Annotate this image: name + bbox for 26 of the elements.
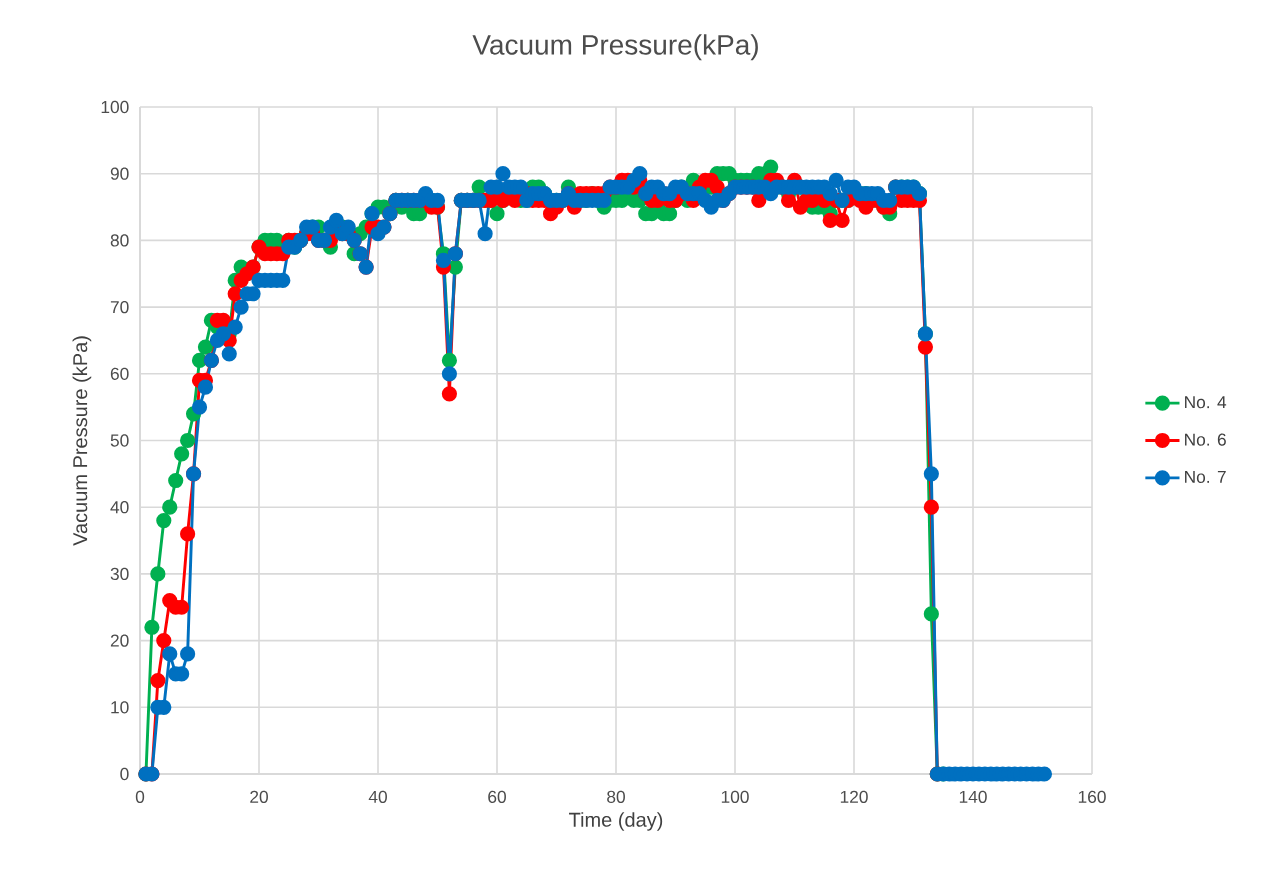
y-tick-label: 50 bbox=[110, 434, 129, 447]
y-tick-label: 30 bbox=[110, 567, 129, 581]
y-tick-label: 40 bbox=[110, 501, 129, 514]
x-tick-label: 40 bbox=[368, 790, 387, 803]
legend-label: No. 7 bbox=[1185, 470, 1226, 483]
y-tick-label: 100 bbox=[101, 100, 129, 114]
legend-label: No. 4 bbox=[1185, 396, 1227, 409]
chart-title: Vacuum Pressure(kPa) bbox=[472, 34, 758, 61]
x-tick-label: 140 bbox=[959, 790, 987, 803]
x-tick-label: 120 bbox=[840, 790, 868, 803]
x-axis-title: Time (day) bbox=[569, 812, 663, 831]
y-tick-label: 90 bbox=[110, 167, 129, 180]
x-tick-label: 0 bbox=[135, 790, 145, 803]
y-axis-title: Vacuum Pressure (kPa) bbox=[72, 336, 92, 546]
y-tick-label: 80 bbox=[110, 234, 129, 247]
x-tick-label: 160 bbox=[1078, 790, 1106, 803]
y-tick-label: 20 bbox=[110, 634, 129, 647]
y-tick-label: 60 bbox=[110, 367, 129, 380]
y-tick-label: 70 bbox=[110, 300, 129, 314]
x-tick-label: 60 bbox=[488, 790, 506, 803]
y-tick-label: 10 bbox=[111, 701, 129, 714]
y-tick-label: 0 bbox=[120, 767, 129, 781]
legend-label: No. 6 bbox=[1185, 433, 1226, 446]
x-tick-label: 100 bbox=[721, 790, 749, 803]
x-tick-label: 20 bbox=[250, 790, 268, 803]
x-tick-label: 80 bbox=[607, 790, 625, 803]
